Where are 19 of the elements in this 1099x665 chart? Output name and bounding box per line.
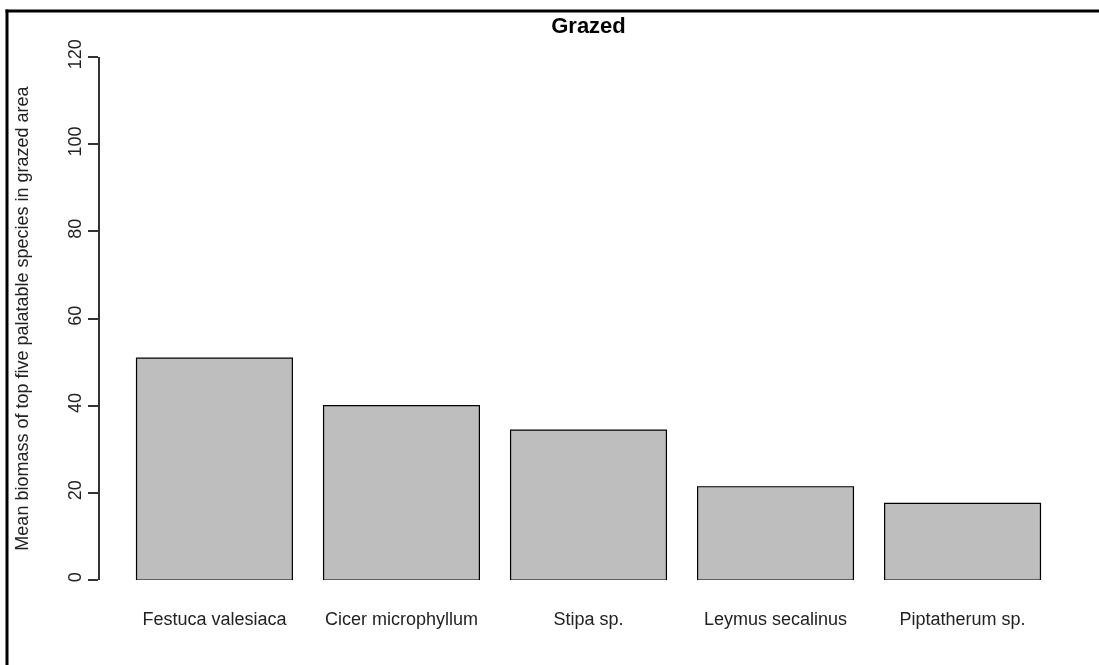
y-tick-label: 0 bbox=[65, 572, 86, 583]
y-tick-label: 40 bbox=[65, 392, 86, 413]
bar bbox=[697, 486, 855, 580]
y-tick-label: 60 bbox=[65, 305, 86, 326]
y-axis-title: Mean biomass of top five palatable species in grazed area bbox=[11, 85, 32, 551]
bar bbox=[135, 357, 293, 580]
y-tick-label: 80 bbox=[65, 218, 86, 239]
x-tick-label: Leymus secalinus bbox=[703, 609, 848, 629]
chart-title: Grazed bbox=[551, 12, 626, 38]
x-tick-label: Festuca valesiaca bbox=[142, 609, 288, 629]
y-tick-label: 100 bbox=[65, 126, 86, 157]
x-tick-label: Cicer microphyllum bbox=[324, 609, 478, 629]
bar bbox=[509, 429, 668, 580]
bar bbox=[322, 405, 480, 580]
y-tick-label: 20 bbox=[65, 480, 86, 501]
x-tick-label: Piptatherum sp. bbox=[899, 609, 1026, 629]
x-tick-label: Stipa sp. bbox=[553, 609, 624, 629]
bar bbox=[884, 502, 1042, 580]
y-tick-label: 120 bbox=[65, 39, 86, 70]
